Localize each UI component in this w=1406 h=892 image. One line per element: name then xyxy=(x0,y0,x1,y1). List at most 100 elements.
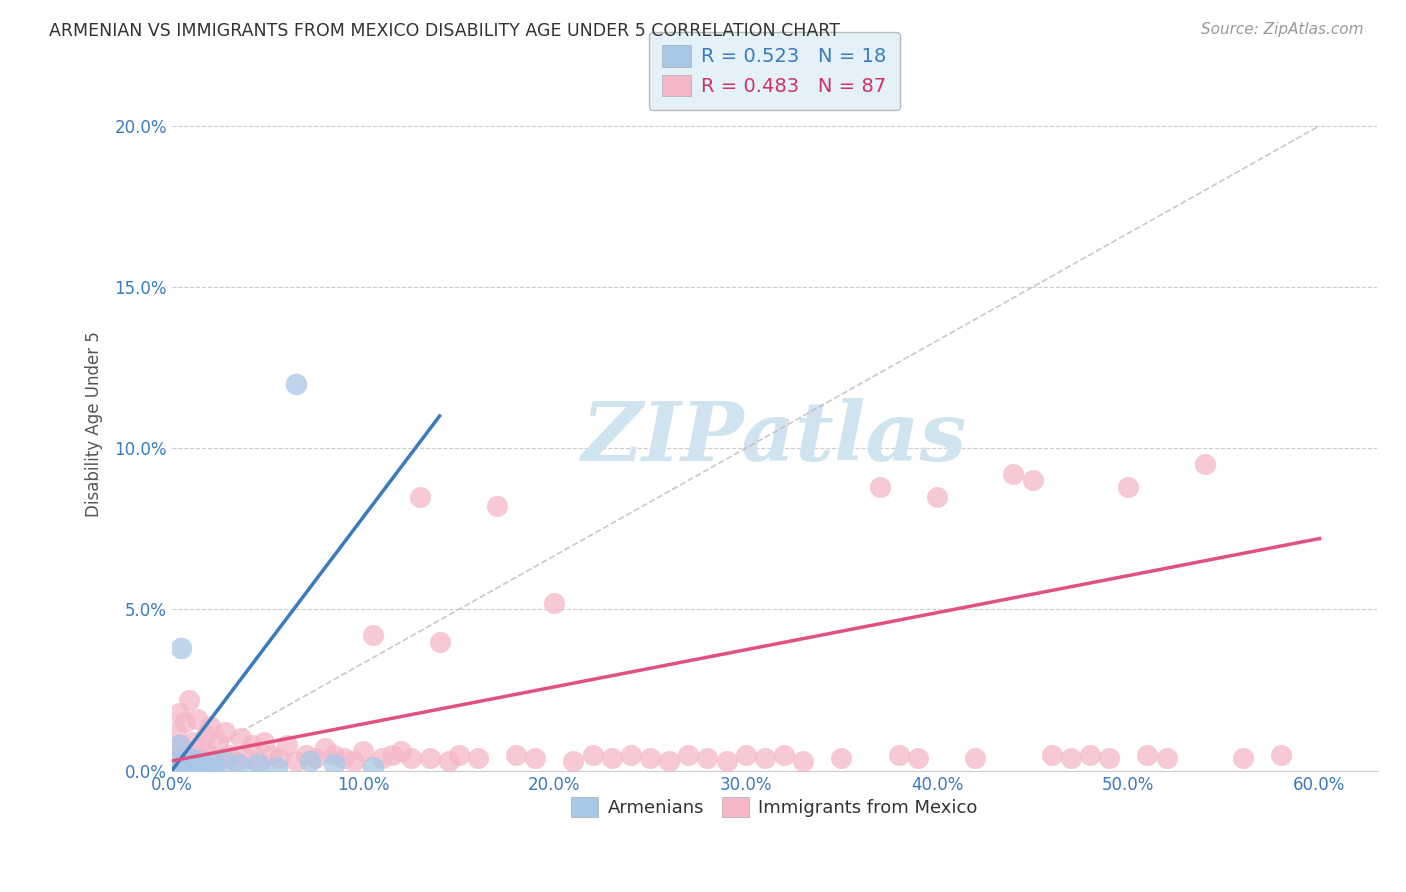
Point xyxy=(180,751,202,765)
Point xyxy=(252,734,274,748)
Point xyxy=(176,760,198,774)
Point xyxy=(1040,747,1063,762)
Point xyxy=(887,747,910,762)
Point xyxy=(925,490,948,504)
Point xyxy=(620,747,643,762)
Point xyxy=(170,738,193,752)
Point xyxy=(211,751,233,765)
Point xyxy=(165,754,187,768)
Point xyxy=(754,751,776,765)
Point xyxy=(773,747,796,762)
Point xyxy=(202,757,225,772)
Point xyxy=(696,751,718,765)
Point xyxy=(267,751,290,765)
Point xyxy=(658,754,681,768)
Point xyxy=(437,754,460,768)
Point xyxy=(342,754,364,768)
Point xyxy=(485,500,508,514)
Point xyxy=(830,751,852,765)
Point xyxy=(505,747,527,762)
Point xyxy=(638,751,661,765)
Point xyxy=(285,376,308,391)
Point xyxy=(409,490,432,504)
Point xyxy=(207,734,229,748)
Point xyxy=(304,751,326,765)
Point xyxy=(543,596,565,610)
Point xyxy=(467,751,489,765)
Point xyxy=(214,754,236,768)
Point xyxy=(228,757,250,772)
Point xyxy=(323,757,346,772)
Point xyxy=(180,751,202,765)
Point xyxy=(183,757,205,772)
Point xyxy=(169,738,191,752)
Point xyxy=(381,747,404,762)
Point xyxy=(193,754,215,768)
Point xyxy=(562,754,585,768)
Point xyxy=(1002,467,1025,481)
Point xyxy=(172,757,194,772)
Point xyxy=(198,718,221,732)
Point xyxy=(1098,751,1121,765)
Point xyxy=(202,754,225,768)
Point xyxy=(191,738,214,752)
Point xyxy=(419,751,441,765)
Point xyxy=(361,628,384,642)
Point xyxy=(224,754,246,768)
Point xyxy=(266,760,288,774)
Point xyxy=(734,747,756,762)
Point xyxy=(170,641,193,656)
Point xyxy=(581,747,603,762)
Point xyxy=(352,744,374,758)
Point xyxy=(169,706,191,720)
Point xyxy=(314,741,336,756)
Point xyxy=(524,751,547,765)
Point xyxy=(429,634,451,648)
Point xyxy=(716,754,738,768)
Point xyxy=(260,747,283,762)
Legend: Armenians, Immigrants from Mexico: Armenians, Immigrants from Mexico xyxy=(564,789,984,824)
Point xyxy=(218,747,240,762)
Point xyxy=(1194,458,1216,472)
Point xyxy=(174,715,197,730)
Point xyxy=(1270,747,1292,762)
Point xyxy=(399,751,422,765)
Point xyxy=(965,751,987,765)
Point xyxy=(1156,751,1178,765)
Point xyxy=(1232,751,1254,765)
Point xyxy=(447,747,470,762)
Point xyxy=(183,754,205,768)
Point xyxy=(190,751,212,765)
Point xyxy=(165,725,187,739)
Point xyxy=(197,747,219,762)
Point xyxy=(294,747,316,762)
Point xyxy=(1060,751,1083,765)
Point xyxy=(177,692,200,706)
Point xyxy=(176,747,198,762)
Point xyxy=(678,747,700,762)
Point xyxy=(246,757,269,772)
Point xyxy=(1116,480,1139,494)
Point xyxy=(333,751,356,765)
Point xyxy=(907,751,929,765)
Point xyxy=(792,754,814,768)
Text: ZIPatlas: ZIPatlas xyxy=(582,398,967,478)
Point xyxy=(246,754,269,768)
Y-axis label: Disability Age Under 5: Disability Age Under 5 xyxy=(86,331,103,517)
Point xyxy=(229,731,252,746)
Point xyxy=(163,747,186,762)
Point xyxy=(361,760,384,774)
Point xyxy=(1021,474,1043,488)
Point xyxy=(276,738,298,752)
Point xyxy=(1078,747,1101,762)
Text: ARMENIAN VS IMMIGRANTS FROM MEXICO DISABILITY AGE UNDER 5 CORRELATION CHART: ARMENIAN VS IMMIGRANTS FROM MEXICO DISAB… xyxy=(49,22,841,40)
Point xyxy=(869,480,891,494)
Point xyxy=(214,725,236,739)
Point xyxy=(235,751,257,765)
Point xyxy=(181,734,204,748)
Point xyxy=(298,754,321,768)
Text: Source: ZipAtlas.com: Source: ZipAtlas.com xyxy=(1201,22,1364,37)
Point xyxy=(600,751,623,765)
Point xyxy=(371,751,394,765)
Point xyxy=(195,728,218,742)
